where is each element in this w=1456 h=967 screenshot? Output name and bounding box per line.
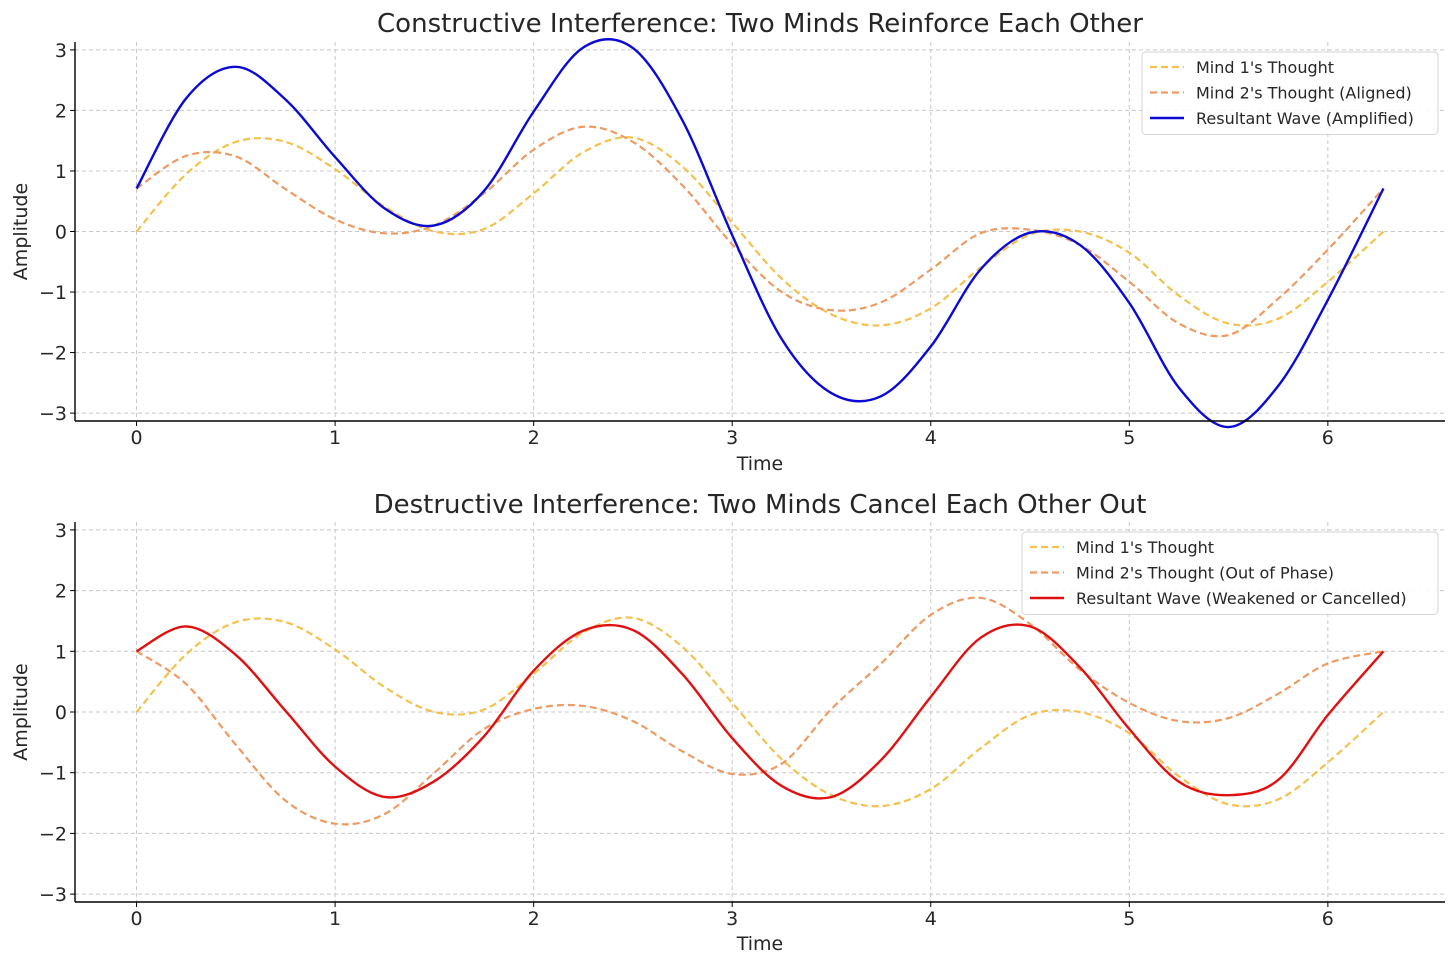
- legend: Mind 1's Thought Mind 2's Thought (Out of…: [1021, 531, 1439, 615]
- legend-box: [1021, 531, 1439, 615]
- x-tick-label: 3: [726, 908, 738, 930]
- legend-label: Mind 1's Thought: [1196, 58, 1334, 77]
- legend-label: Resultant Wave (Weakened or Cancelled): [1076, 589, 1407, 608]
- x-tick-label: 1: [329, 908, 341, 930]
- y-tick-label: 2: [55, 100, 67, 122]
- y-tick-label: 3: [55, 40, 67, 62]
- y-tick-label: 0: [55, 702, 67, 724]
- y-tick-label: −1: [39, 763, 67, 785]
- y-tick-label: 3: [55, 520, 67, 542]
- legend-label: Mind 2's Thought (Aligned): [1196, 84, 1412, 103]
- legend-box: [1141, 51, 1439, 135]
- y-axis-label: Amplitude: [10, 663, 32, 760]
- x-tick-label: 4: [925, 908, 937, 930]
- x-tick-label: 2: [528, 908, 540, 930]
- series-lines: [135, 38, 1385, 429]
- y-tick-label: −2: [39, 343, 67, 365]
- chart-title: Constructive Interference: Two Minds Rei…: [377, 9, 1143, 39]
- x-tick-label: 5: [1123, 908, 1135, 930]
- series-line-3: [135, 623, 1385, 800]
- series-lines: [135, 596, 1385, 826]
- constructive-interference-chart: 0 1 2 3 4 5 6 −3 −2 −1 0 1 2 3 Constructive Interferen…: [10, 9, 1445, 475]
- y-tick-label: −3: [39, 884, 67, 906]
- y-tick-label: −3: [39, 403, 67, 425]
- y-tick-label: 2: [55, 581, 67, 603]
- legend-label: Mind 1's Thought: [1076, 538, 1214, 557]
- legend-label: Mind 2's Thought (Out of Phase): [1076, 564, 1334, 583]
- series-line-1: [135, 616, 1385, 808]
- y-tick-label: 1: [55, 161, 67, 183]
- legend-label: Resultant Wave (Amplified): [1196, 109, 1414, 128]
- series-line-3: [135, 38, 1385, 429]
- x-tick-label: 2: [528, 427, 540, 449]
- series-line-2: [135, 596, 1384, 826]
- x-tick-label: 5: [1123, 427, 1135, 449]
- x-tick-label: 0: [131, 908, 143, 930]
- y-tick-label: 0: [55, 222, 67, 244]
- y-tick-label: −1: [39, 282, 67, 304]
- x-tick-label: 6: [1322, 908, 1334, 930]
- x-tick-label: 3: [726, 427, 738, 449]
- y-tick-label: −2: [39, 823, 67, 845]
- chart-title: Destructive Interference: Two Minds Canc…: [374, 490, 1147, 520]
- destructive-interference-chart: 0 1 2 3 4 5 6 −3 −2 −1 0 1 2 3 Destructive Interferenc…: [10, 490, 1445, 955]
- y-tick-label: 1: [55, 641, 67, 663]
- x-tick-label: 4: [925, 427, 937, 449]
- x-axis-label: Time: [736, 453, 784, 475]
- x-axis-label: Time: [736, 933, 784, 955]
- x-tick-label: 0: [131, 427, 143, 449]
- legend: Mind 1's Thought Mind 2's Thought (Aligne…: [1141, 51, 1439, 135]
- x-tick-label: 1: [329, 427, 341, 449]
- x-tick-label: 6: [1322, 427, 1334, 449]
- y-axis-label: Amplitude: [10, 183, 32, 280]
- series-line-1: [135, 136, 1385, 327]
